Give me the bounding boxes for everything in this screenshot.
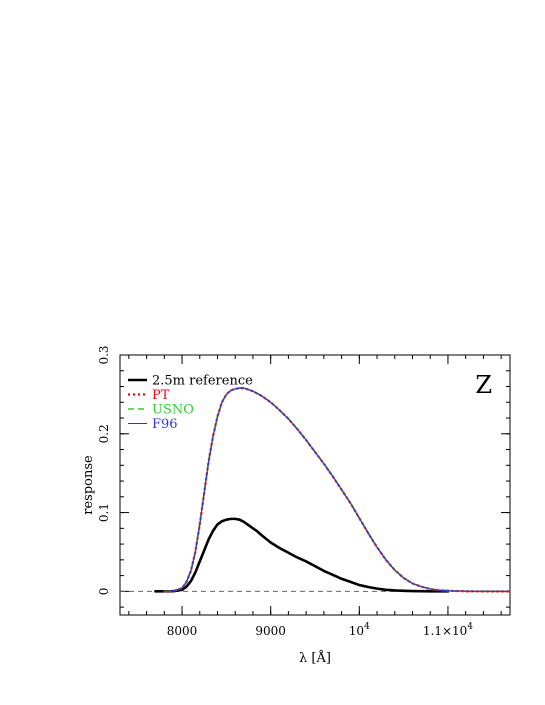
- legend-label: USNO: [152, 403, 194, 418]
- x-tick-label: 8000: [167, 624, 198, 638]
- legend-label: F96: [152, 417, 178, 432]
- series-layer: [154, 386, 512, 593]
- series-line-f96: [163, 387, 511, 592]
- y-tick-label: 0.3: [97, 345, 111, 364]
- tick-labels: 8000 9000 104 1.1×104 0 0.1 0.2 0.3: [97, 345, 473, 638]
- x-tick-label: 9000: [255, 624, 286, 638]
- x-tick-label: 104: [349, 622, 370, 638]
- series-line-pt: [163, 386, 512, 593]
- series-line-2-5m-reference: [154, 517, 450, 593]
- panel-label: Z: [475, 371, 492, 399]
- legend-label: PT: [152, 388, 170, 403]
- y-tick-label: 0: [97, 588, 111, 596]
- y-tick-label: 0.2: [97, 424, 111, 443]
- major-ticks: [120, 354, 510, 615]
- x-axis-label: λ [Å]: [299, 650, 331, 666]
- y-tick-label: 0.1: [97, 503, 111, 522]
- x-tick-label: 1.1×104: [423, 622, 473, 638]
- y-axis-label: response: [81, 455, 96, 515]
- legend-label: 2.5m reference: [152, 374, 253, 389]
- plot-frame: [119, 354, 511, 616]
- minor-ticks: [120, 354, 510, 615]
